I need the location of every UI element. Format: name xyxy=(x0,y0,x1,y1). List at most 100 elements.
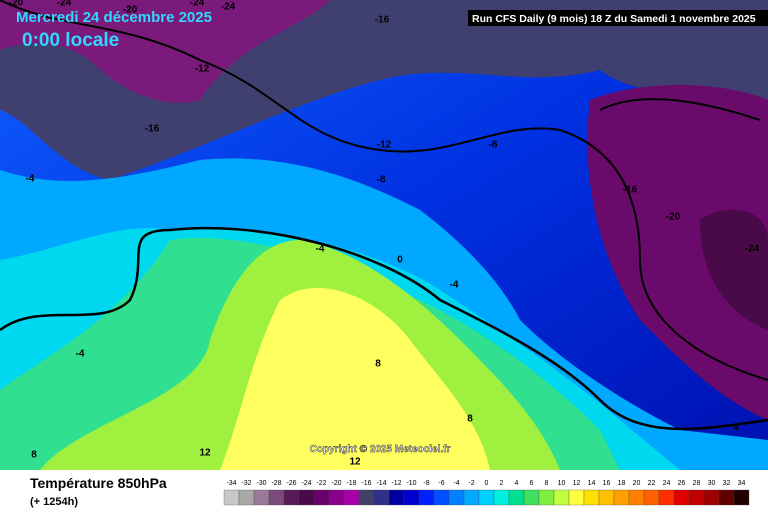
scale-swatch xyxy=(658,489,675,506)
scale-label: -6 xyxy=(438,480,444,487)
scale-label: -32 xyxy=(241,480,251,487)
contour-label: -16 xyxy=(623,185,638,196)
scale-label: 24 xyxy=(663,480,671,487)
contour-label: -8 xyxy=(489,140,498,151)
contour-label: 8 xyxy=(467,414,473,425)
scale-swatch xyxy=(298,489,315,506)
scale-label: -26 xyxy=(286,480,296,487)
scale-swatch xyxy=(388,489,405,506)
scale-swatch xyxy=(418,489,435,506)
scale-label: -30 xyxy=(256,480,266,487)
scale-label: -28 xyxy=(271,480,281,487)
scale-swatch xyxy=(673,489,690,506)
scale-label: 12 xyxy=(573,480,581,487)
scale-swatch xyxy=(328,489,345,506)
scale-swatch xyxy=(553,489,570,506)
scale-label: 14 xyxy=(588,480,596,487)
scale-swatch xyxy=(313,489,330,506)
scale-swatch xyxy=(508,489,525,506)
scale-swatch xyxy=(523,489,540,506)
contour-label: 8 xyxy=(31,450,37,461)
scale-label: -12 xyxy=(391,480,401,487)
contour-label: 0 xyxy=(397,255,403,266)
contour-label: -4 xyxy=(26,174,35,185)
contour-label: -24 xyxy=(221,2,236,13)
contour-label: -20 xyxy=(666,212,681,223)
scale-swatch xyxy=(373,489,390,506)
scale-swatch xyxy=(568,489,585,506)
footer-lead: (+ 1254h) xyxy=(30,496,78,508)
scale-label: 20 xyxy=(633,480,641,487)
scale-swatch xyxy=(583,489,600,506)
scale-label: -2 xyxy=(468,480,474,487)
scale-label: 22 xyxy=(648,480,656,487)
scale-swatch xyxy=(733,489,750,506)
contour-label: -20 xyxy=(9,0,24,9)
contour-label: -16 xyxy=(375,15,390,26)
scale-label: 0 xyxy=(485,480,489,487)
scale-label: -10 xyxy=(406,480,416,487)
scale-swatch xyxy=(283,489,300,506)
run-info: Run CFS Daily (9 mois) 18 Z du Samedi 1 … xyxy=(472,13,756,25)
contour-label: -24 xyxy=(190,0,205,9)
contour-label: -16 xyxy=(145,124,160,135)
scale-label: 2 xyxy=(500,480,504,487)
scale-swatch xyxy=(643,489,660,506)
scale-swatch xyxy=(703,489,720,506)
scale-label: 8 xyxy=(545,480,549,487)
scale-label: 34 xyxy=(738,480,746,487)
map xyxy=(0,0,768,470)
contour-label: -4 xyxy=(450,280,459,291)
scale-swatch xyxy=(718,489,735,506)
scale-label: 30 xyxy=(708,480,716,487)
date: Mercredi 24 décembre 2025 xyxy=(16,9,212,26)
contour-label: -4 xyxy=(76,349,85,360)
scale-label: 18 xyxy=(618,480,626,487)
scale-label: 26 xyxy=(678,480,686,487)
scale-swatch xyxy=(268,489,285,506)
scale-label: -14 xyxy=(376,480,386,487)
scale-label: -4 xyxy=(453,480,459,487)
contour-label: -24 xyxy=(745,244,760,255)
scale-swatch xyxy=(688,489,705,506)
contour-label: 4 xyxy=(733,423,739,434)
scale-swatch xyxy=(223,489,240,506)
scale-swatch xyxy=(238,489,255,506)
scale-swatch xyxy=(538,489,555,506)
scale-swatch xyxy=(463,489,480,506)
scale-swatch xyxy=(433,489,450,506)
scale-swatch xyxy=(253,489,270,506)
scale-label: -34 xyxy=(226,480,236,487)
run-box xyxy=(468,10,768,26)
contour-label: -20 xyxy=(123,5,138,16)
scale-label: -20 xyxy=(331,480,341,487)
scale-swatch xyxy=(613,489,630,506)
contour-label: -8 xyxy=(377,175,386,186)
contour-label: 8 xyxy=(375,359,381,370)
scale-swatch xyxy=(478,489,495,506)
scale-label: 32 xyxy=(723,480,731,487)
scale-label: -24 xyxy=(301,480,311,487)
scale-label: 4 xyxy=(515,480,519,487)
scale-label: -22 xyxy=(316,480,326,487)
scale-label: 10 xyxy=(558,480,566,487)
scale-swatch xyxy=(358,489,375,506)
scale-label: -16 xyxy=(361,480,371,487)
scale-label: -8 xyxy=(423,480,429,487)
scale-label: 16 xyxy=(603,480,611,487)
copyright: Copyright © 2025 Meteociel.fr xyxy=(310,444,451,455)
contour-label: 12 xyxy=(349,457,361,468)
scale-label: 6 xyxy=(530,480,534,487)
contour-label: -12 xyxy=(377,140,392,151)
scale-swatch xyxy=(448,489,465,506)
contour-label: -4 xyxy=(316,244,325,255)
scale-label: -18 xyxy=(346,480,356,487)
contour-label: -12 xyxy=(195,64,210,75)
scale-swatch xyxy=(493,489,510,506)
footer-title: Température 850hPa xyxy=(30,475,167,491)
scale-swatch xyxy=(403,489,420,506)
scale-swatch xyxy=(598,489,615,506)
time: 0:00 locale xyxy=(22,30,119,51)
contour-label: 12 xyxy=(199,448,211,459)
